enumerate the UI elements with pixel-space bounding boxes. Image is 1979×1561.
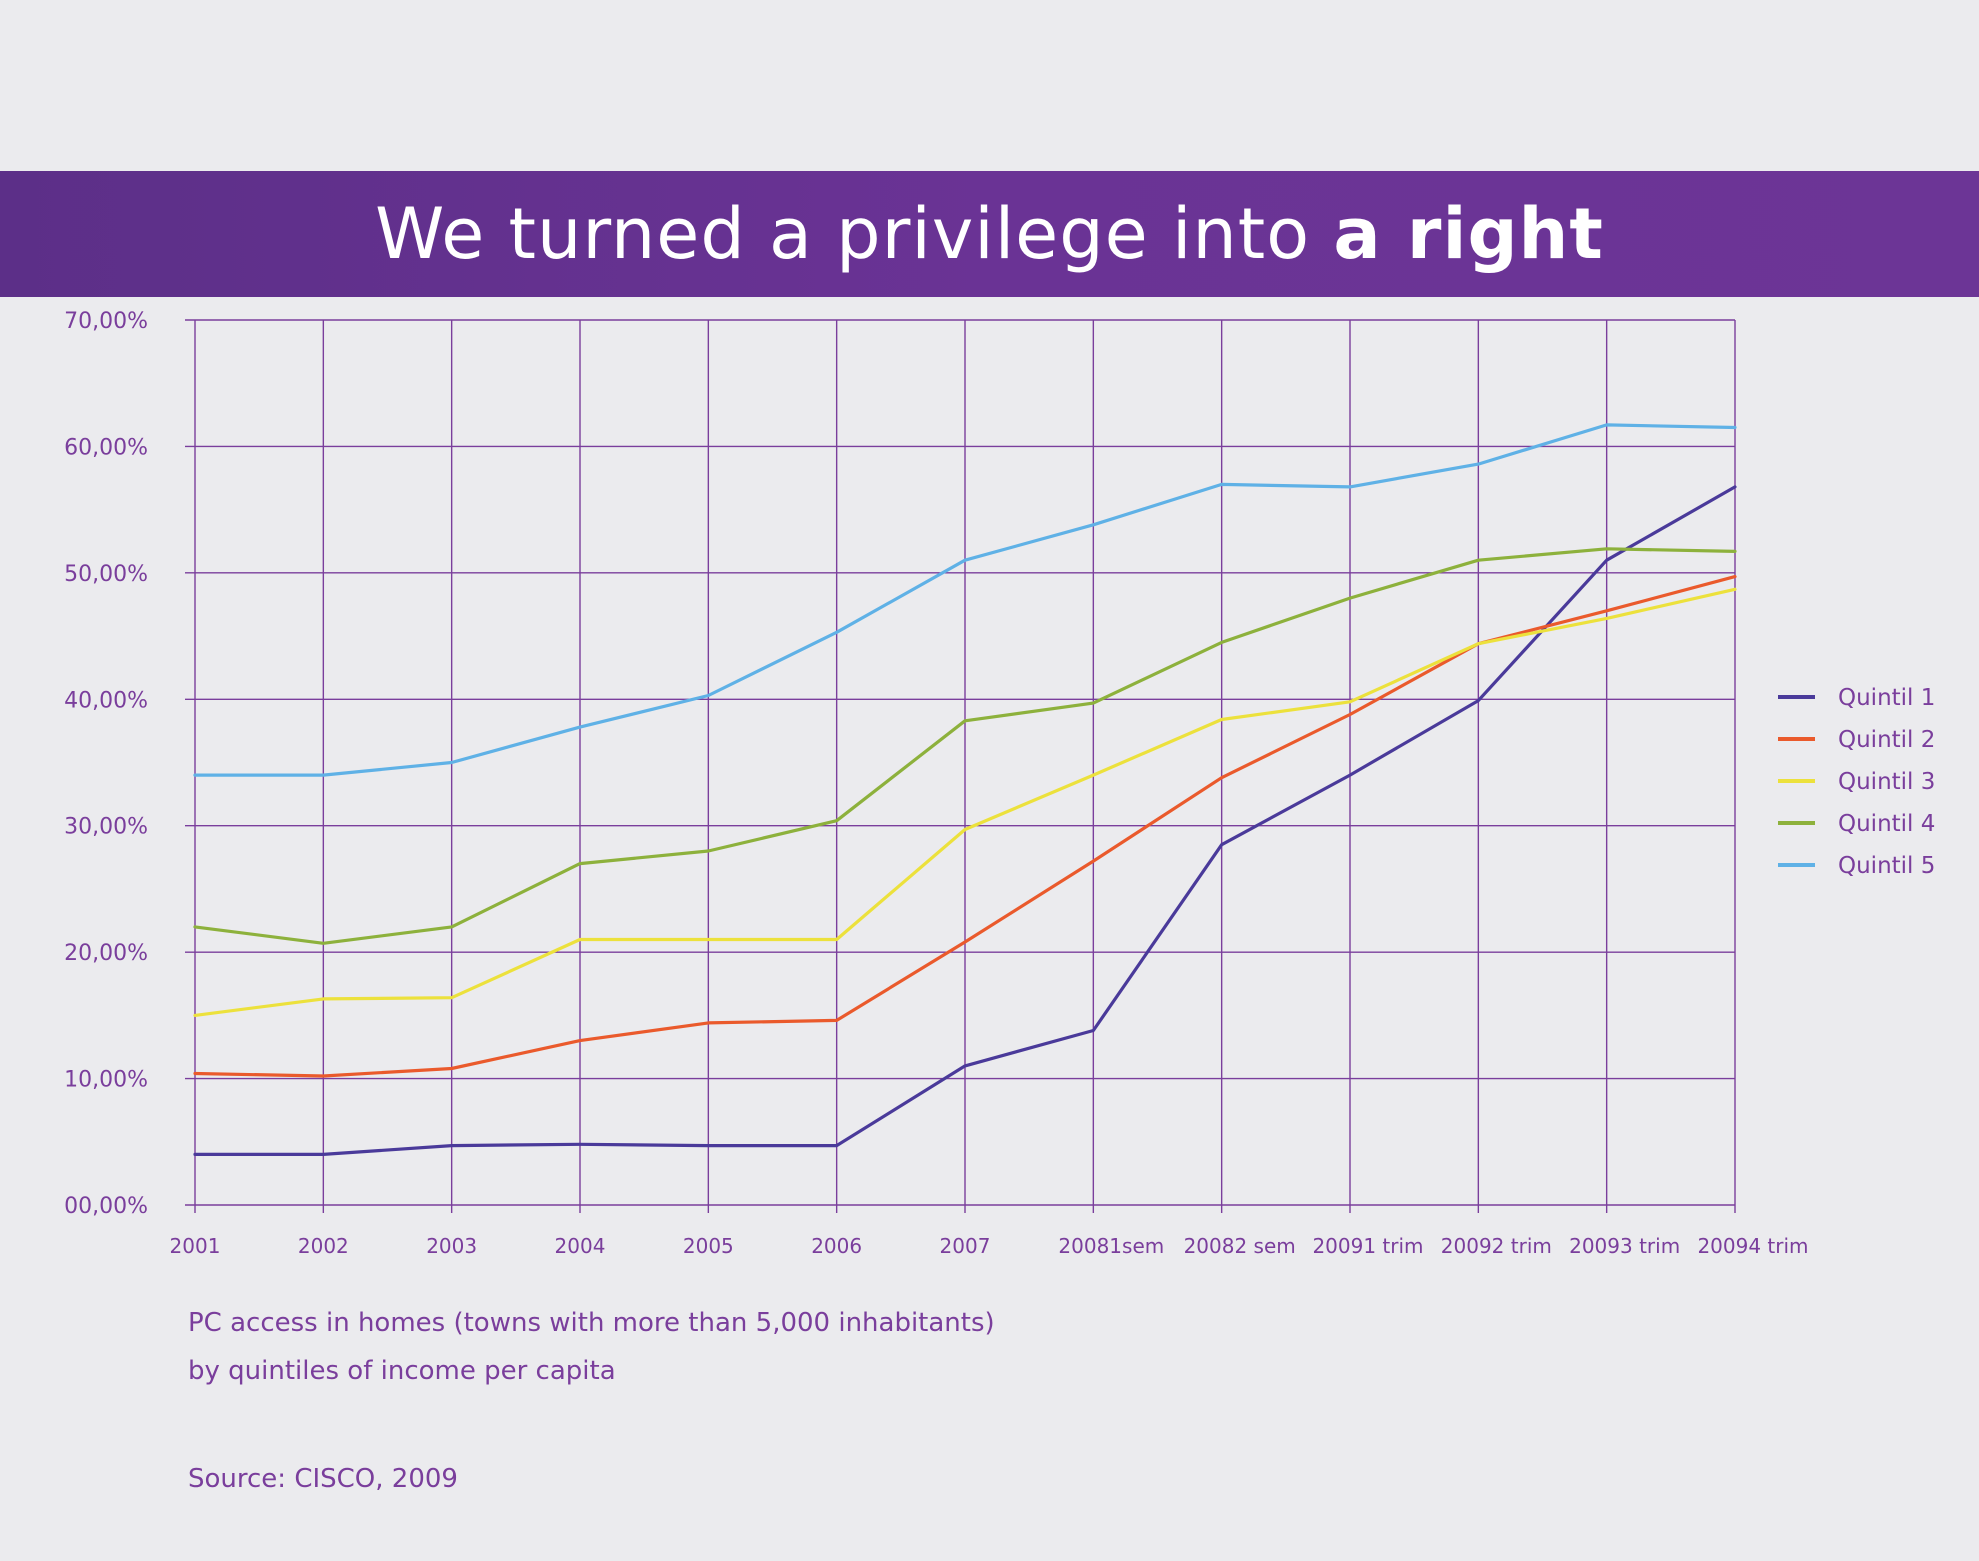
x-tick-label: 20092 trim [1441, 1234, 1552, 1258]
x-tick-label: 20091 trim [1312, 1234, 1423, 1258]
title-bold: a right [1333, 193, 1604, 275]
x-tick-label: 20093 trim [1569, 1234, 1680, 1258]
chart-legend: Quintil 1 Quintil 2 Quintil 3 Quintil 4 Quin… [1778, 685, 1935, 879]
legend-label: Quintil 5 [1838, 853, 1935, 879]
series-line-quintil-4 [193, 547, 1737, 945]
chart-series [193, 423, 1737, 1157]
y-tick-label: 20,00% [64, 941, 148, 966]
x-tick-label: 2002 [298, 1234, 349, 1258]
chart-grid [185, 319, 1736, 1213]
y-tick-label: 60,00% [64, 435, 148, 460]
y-tick-label: 70,00% [64, 309, 148, 334]
y-tick-label: 50,00% [64, 562, 148, 587]
series-line-quintil-1 [193, 485, 1737, 1157]
x-tick-label: 2003 [426, 1234, 477, 1258]
y-tick-label: 40,00% [64, 688, 148, 713]
chart-title: We turned a privilege into a right [375, 193, 1604, 275]
x-tick-label: 2004 [555, 1234, 606, 1258]
y-tick-label: 00,00% [64, 1194, 148, 1219]
series-line-quintil-3 [193, 587, 1737, 1018]
title-regular: We turned a privilege into [375, 193, 1334, 275]
x-tick-label: 2007 [940, 1234, 991, 1258]
y-tick-label: 10,00% [64, 1068, 148, 1093]
caption-line-1: PC access in homes (towns with more than… [188, 1308, 995, 1338]
x-tick-label: 20094 trim [1697, 1234, 1808, 1258]
x-tick-label: 2005 [683, 1234, 734, 1258]
y-tick-label: 30,00% [64, 815, 148, 840]
x-tick-label: 2001 [170, 1234, 221, 1258]
x-tick-label: 20081sem [1058, 1234, 1164, 1258]
x-axis-ticks: 2001 2002 2003 2004 2005 2006 2007 20081sem 2008… [170, 1234, 1809, 1258]
source-note: Source: CISCO, 2009 [188, 1464, 458, 1494]
caption-line-2: by quintiles of income per capita [188, 1356, 616, 1386]
legend-label: Quintil 1 [1838, 685, 1935, 711]
y-axis-ticks: 00,00% 10,00% 20,00% 30,00% 40,00% 50,00% 60,0… [64, 309, 148, 1219]
title-banner: We turned a privilege into a right [0, 171, 1979, 297]
legend-label: Quintil 3 [1838, 769, 1935, 795]
legend-label: Quintil 4 [1838, 811, 1935, 837]
x-tick-label: 20082 sem [1184, 1234, 1296, 1258]
x-tick-label: 2006 [811, 1234, 862, 1258]
series-line-quintil-5 [193, 423, 1737, 777]
legend-label: Quintil 2 [1838, 727, 1935, 753]
